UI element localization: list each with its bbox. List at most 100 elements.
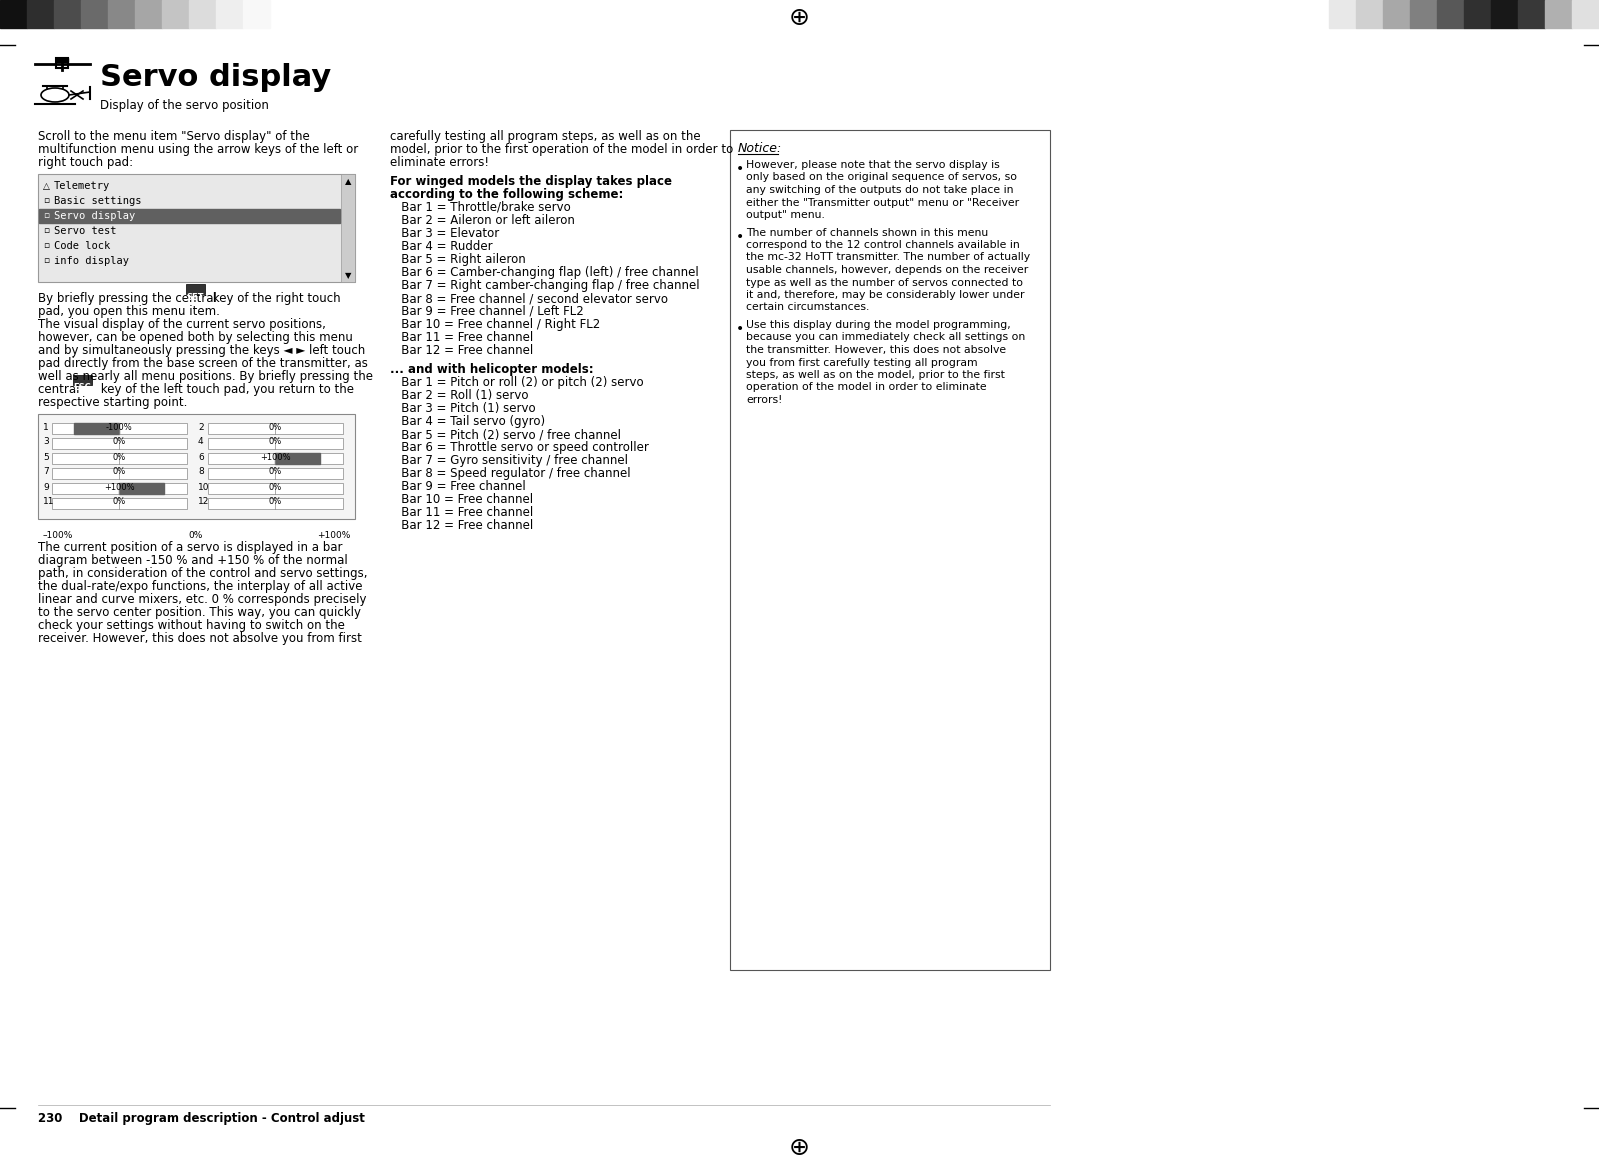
Text: SET: SET bbox=[187, 292, 205, 301]
Text: ▲: ▲ bbox=[345, 178, 352, 187]
Bar bbox=[53, 498, 187, 509]
Text: Scroll to the menu item "Servo display" of the: Scroll to the menu item "Servo display" … bbox=[38, 130, 310, 142]
Bar bbox=[53, 468, 187, 479]
Text: Bar 12 = Free channel: Bar 12 = Free channel bbox=[390, 345, 532, 357]
Text: The current position of a servo is displayed in a bar: The current position of a servo is displ… bbox=[38, 541, 342, 554]
Bar bbox=[161, 0, 189, 28]
Bar bbox=[38, 174, 355, 281]
Text: because you can immediately check all settings on: because you can immediately check all se… bbox=[747, 333, 1025, 342]
Bar bbox=[109, 0, 134, 28]
Bar bbox=[731, 130, 1051, 969]
Text: according to the following scheme:: according to the following scheme: bbox=[390, 188, 624, 201]
Text: well as nearly all menu positions. By briefly pressing the: well as nearly all menu positions. By br… bbox=[38, 370, 373, 383]
Bar bbox=[53, 423, 187, 434]
Text: Bar 9 = Free channel / Left FL2: Bar 9 = Free channel / Left FL2 bbox=[390, 305, 584, 318]
Text: linear and curve mixers, etc. 0 % corresponds precisely: linear and curve mixers, etc. 0 % corres… bbox=[38, 593, 366, 606]
Text: Bar 1 = Pitch or roll (2) or pitch (2) servo: Bar 1 = Pitch or roll (2) or pitch (2) s… bbox=[390, 376, 644, 389]
Text: multifunction menu using the arrow keys of the left or: multifunction menu using the arrow keys … bbox=[38, 142, 358, 157]
Text: pad directly from the base screen of the transmitter, as: pad directly from the base screen of the… bbox=[38, 357, 368, 370]
Text: any switching of the outputs do not take place in: any switching of the outputs do not take… bbox=[747, 185, 1014, 195]
FancyBboxPatch shape bbox=[185, 284, 205, 293]
Text: the transmitter. However, this does not absolve: the transmitter. However, this does not … bbox=[747, 345, 1006, 355]
Text: pad, you open this menu item.: pad, you open this menu item. bbox=[38, 305, 221, 318]
Text: ▫: ▫ bbox=[43, 257, 50, 265]
Bar bbox=[208, 468, 344, 479]
Bar bbox=[208, 423, 344, 434]
Text: •: • bbox=[736, 162, 744, 176]
Bar bbox=[38, 413, 355, 519]
Text: 11: 11 bbox=[43, 498, 54, 507]
Bar bbox=[208, 453, 344, 464]
Text: 0%: 0% bbox=[269, 482, 281, 492]
Text: The visual display of the current servo positions,: The visual display of the current servo … bbox=[38, 318, 326, 331]
Text: usable channels, however, depends on the receiver: usable channels, however, depends on the… bbox=[747, 265, 1028, 274]
Bar bbox=[27, 0, 54, 28]
Text: 10: 10 bbox=[198, 482, 209, 492]
Text: -100%: -100% bbox=[106, 423, 133, 431]
Text: receiver. However, this does not absolve you from first: receiver. However, this does not absolve… bbox=[38, 632, 361, 645]
Text: ... and with helicopter models:: ... and with helicopter models: bbox=[390, 363, 593, 376]
Bar bbox=[1545, 0, 1572, 28]
Text: certain circumstances.: certain circumstances. bbox=[747, 303, 870, 313]
Bar bbox=[1410, 0, 1438, 28]
Text: respective starting point.: respective starting point. bbox=[38, 396, 187, 409]
Bar bbox=[53, 453, 187, 464]
Text: info display: info display bbox=[54, 256, 130, 266]
Text: errors!: errors! bbox=[747, 395, 782, 405]
Text: ⊕: ⊕ bbox=[788, 1136, 809, 1160]
Text: 0%: 0% bbox=[112, 498, 126, 507]
Bar bbox=[53, 438, 187, 449]
Bar bbox=[1438, 0, 1465, 28]
Text: However, please note that the servo display is: However, please note that the servo disp… bbox=[747, 160, 999, 171]
Text: 0%: 0% bbox=[189, 531, 203, 540]
Text: 1: 1 bbox=[43, 423, 48, 431]
Text: and by simultaneously pressing the keys ◄ ► left touch: and by simultaneously pressing the keys … bbox=[38, 345, 365, 357]
Bar bbox=[1572, 0, 1599, 28]
Text: Servo test: Servo test bbox=[54, 225, 117, 236]
Text: central: central bbox=[38, 383, 83, 396]
Text: Bar 5 = Right aileron: Bar 5 = Right aileron bbox=[390, 253, 526, 266]
Text: check your settings without having to switch on the: check your settings without having to sw… bbox=[38, 619, 345, 632]
FancyBboxPatch shape bbox=[74, 375, 93, 384]
Text: Bar 5 = Pitch (2) servo / free channel: Bar 5 = Pitch (2) servo / free channel bbox=[390, 427, 620, 442]
Text: Bar 6 = Camber-changing flap (left) / free channel: Bar 6 = Camber-changing flap (left) / fr… bbox=[390, 266, 699, 279]
Text: right touch pad:: right touch pad: bbox=[38, 157, 133, 169]
Text: the dual-rate/expo functions, the interplay of all active: the dual-rate/expo functions, the interp… bbox=[38, 580, 363, 593]
Bar bbox=[341, 174, 355, 281]
Text: 0%: 0% bbox=[269, 423, 281, 431]
Text: Bar 3 = Elevator: Bar 3 = Elevator bbox=[390, 227, 499, 239]
Text: Bar 8 = Speed regulator / free channel: Bar 8 = Speed regulator / free channel bbox=[390, 467, 630, 480]
Text: •: • bbox=[736, 229, 744, 243]
Bar bbox=[118, 484, 163, 494]
Bar bbox=[1329, 0, 1356, 28]
Text: ▫: ▫ bbox=[43, 196, 50, 206]
Bar bbox=[208, 498, 344, 509]
Bar bbox=[134, 0, 161, 28]
Bar bbox=[0, 0, 27, 28]
Text: 230    Detail program description - Control adjust: 230 Detail program description - Control… bbox=[38, 1112, 365, 1125]
Text: Bar 7 = Right camber-changing flap / free channel: Bar 7 = Right camber-changing flap / fre… bbox=[390, 279, 700, 292]
Text: model, prior to the first operation of the model in order to: model, prior to the first operation of t… bbox=[390, 142, 734, 157]
Text: key of the left touch pad, you return to the: key of the left touch pad, you return to… bbox=[96, 383, 353, 396]
Text: 9: 9 bbox=[43, 482, 48, 492]
Text: △: △ bbox=[43, 181, 50, 190]
Text: 7: 7 bbox=[43, 467, 48, 477]
Text: ▼: ▼ bbox=[345, 271, 352, 280]
Text: 8: 8 bbox=[198, 467, 203, 477]
Text: Bar 7 = Gyro sensitivity / free channel: Bar 7 = Gyro sensitivity / free channel bbox=[390, 454, 628, 467]
Bar bbox=[243, 0, 270, 28]
Text: The number of channels shown in this menu: The number of channels shown in this men… bbox=[747, 228, 988, 237]
Text: Use this display during the model programming,: Use this display during the model progra… bbox=[747, 320, 1011, 331]
Text: Bar 3 = Pitch (1) servo: Bar 3 = Pitch (1) servo bbox=[390, 402, 536, 415]
Text: only based on the original sequence of servos, so: only based on the original sequence of s… bbox=[747, 173, 1017, 182]
Bar bbox=[208, 438, 344, 449]
Text: Bar 4 = Rudder: Bar 4 = Rudder bbox=[390, 239, 492, 253]
Text: Bar 10 = Free channel: Bar 10 = Free channel bbox=[390, 493, 532, 506]
Text: Notice:: Notice: bbox=[739, 142, 782, 155]
Text: Bar 11 = Free channel: Bar 11 = Free channel bbox=[390, 331, 532, 345]
Text: output" menu.: output" menu. bbox=[747, 210, 825, 220]
Text: Servo display: Servo display bbox=[101, 63, 331, 92]
Text: For winged models the display takes place: For winged models the display takes plac… bbox=[390, 175, 672, 188]
Text: Bar 11 = Free channel: Bar 11 = Free channel bbox=[390, 506, 532, 519]
Text: ▫: ▫ bbox=[43, 211, 50, 221]
